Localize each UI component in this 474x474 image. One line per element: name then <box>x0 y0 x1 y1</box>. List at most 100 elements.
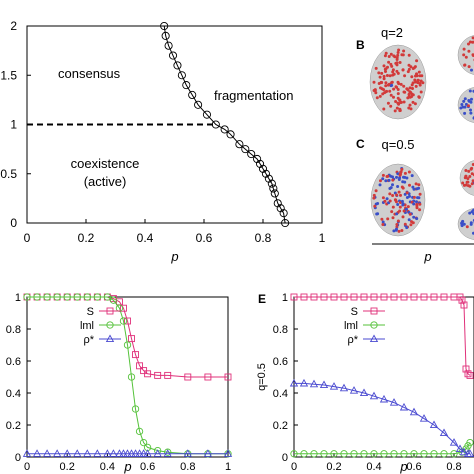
network-node <box>468 211 472 215</box>
panel-a-point <box>164 41 173 50</box>
panel-d-series-point <box>183 449 192 457</box>
network-node <box>396 53 400 57</box>
panel-a-point <box>188 90 197 99</box>
network-node <box>396 203 400 206</box>
network-b-left <box>369 44 427 120</box>
panel-d-series-point <box>63 449 72 457</box>
panel-d-series-point <box>33 293 41 301</box>
panel-a-xtick-label: 0.4 <box>137 231 154 245</box>
panel-e-legend-marker <box>369 334 379 343</box>
network-b-right-bottom <box>457 87 474 123</box>
network-node <box>384 179 388 183</box>
panel-e-series-line <box>294 296 471 376</box>
network-node <box>386 217 390 221</box>
network-node <box>410 75 414 79</box>
panel-d-series-point <box>93 449 102 457</box>
panel-d-series-point <box>153 449 162 457</box>
network-node <box>471 36 474 40</box>
network-node <box>372 80 376 84</box>
panel-e-xtick-label: 0.2 <box>326 461 341 473</box>
panel-a-ytick-label: 0 <box>10 216 17 230</box>
network-node <box>416 81 420 85</box>
panel-e-frame <box>293 296 474 458</box>
panel-e-series-point <box>380 450 388 458</box>
network-node <box>386 101 390 105</box>
network-node <box>395 175 398 179</box>
panel-a-xlabel: p <box>170 249 178 264</box>
network-node <box>398 172 402 176</box>
network-node <box>381 196 385 200</box>
network-node <box>385 197 389 201</box>
network-node <box>388 199 392 203</box>
panel-bc-network-snapshots: B q=2 C q=0.5 p <box>356 25 474 264</box>
panel-a-point <box>168 51 178 60</box>
network-node <box>383 91 387 95</box>
network-node <box>398 209 402 213</box>
panel-e-order-parameters: E q=0.5 0 0.2 0.4 0.6 0.8 0 0.2 0.4 0.6 0.8 1 Slml… <box>256 292 474 474</box>
network-node <box>418 83 422 87</box>
network-node <box>462 47 466 51</box>
network-node <box>394 100 398 103</box>
network-node <box>469 222 473 226</box>
network-node <box>413 102 417 106</box>
panel-e-series-point <box>458 296 466 304</box>
panel-d-series-point <box>119 449 128 457</box>
network-node <box>391 205 395 209</box>
network-node <box>469 111 473 115</box>
network-node <box>375 96 379 100</box>
network-node <box>413 65 417 69</box>
network-node <box>407 92 411 96</box>
network-node <box>407 67 411 71</box>
panel-a-point <box>261 169 271 178</box>
panel-e-series-point <box>450 450 458 458</box>
network-node <box>399 82 403 86</box>
panel-e-series-point <box>360 293 368 301</box>
panel-a-xtick-label: 0.8 <box>255 231 272 245</box>
panel-d-series-point <box>143 449 152 457</box>
panel-d-series-point <box>124 317 131 325</box>
network-node <box>403 74 407 78</box>
network-node <box>392 229 396 233</box>
network-c-right-bottom <box>457 208 474 240</box>
network-node <box>390 81 394 85</box>
network-node <box>395 212 399 216</box>
panel-d-xtick-label: 0 <box>24 461 30 473</box>
panel-a-label-consensus: consensus <box>58 66 121 81</box>
panel-d-series-point <box>139 449 148 457</box>
network-node <box>378 183 382 187</box>
network-node <box>467 104 470 108</box>
network-node <box>398 205 402 209</box>
network-b-right-top <box>457 35 474 75</box>
network-node <box>417 196 421 200</box>
panel-e-series-point <box>289 378 299 387</box>
network-node <box>467 49 471 53</box>
panel-e-series-point <box>390 450 398 458</box>
panel-d-series-point <box>223 449 233 457</box>
network-node <box>396 219 400 223</box>
panel-e-series-point <box>300 450 308 458</box>
panel-a-ytick-label: 1 <box>10 118 17 132</box>
network-node <box>417 95 421 99</box>
network-node <box>391 183 394 187</box>
network-node <box>407 106 411 110</box>
network-node <box>461 105 465 109</box>
panel-d-series-point <box>131 405 140 413</box>
panel-d-ytick-label: 1 <box>15 292 21 304</box>
network-node <box>387 60 391 64</box>
network-node <box>418 192 422 196</box>
network-node <box>405 191 409 195</box>
network-node <box>411 100 415 104</box>
network-node <box>379 80 383 84</box>
panel-e-series-point <box>420 293 428 301</box>
panel-e-series-point <box>330 450 338 458</box>
network-node <box>471 40 474 44</box>
network-node <box>462 53 466 57</box>
panel-d-series-point <box>120 304 127 312</box>
network-node <box>395 193 399 197</box>
panel-d-ytick-label: 0 <box>15 452 21 464</box>
panel-d-series-point <box>184 373 192 381</box>
network-node <box>462 222 466 226</box>
panel-e-xtick-label: 0.6 <box>406 461 421 473</box>
network-node <box>412 195 416 199</box>
